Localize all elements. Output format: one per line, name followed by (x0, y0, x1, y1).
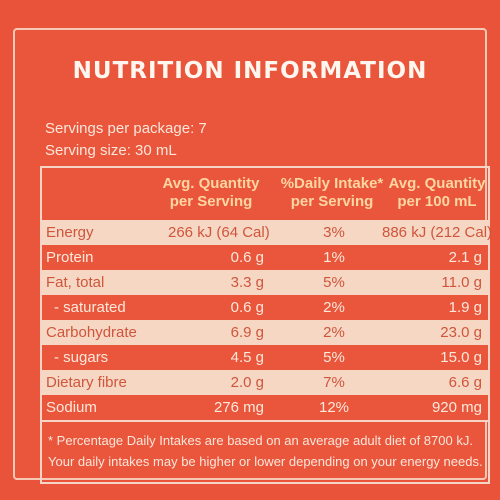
nutrition-table: Avg. Quantity per Serving %Daily Intake*… (40, 166, 493, 422)
per-100ml-value: 2.1 g (448, 249, 482, 266)
table-row: Carbohydrate 6.9 g 2% 23.0 g (42, 320, 488, 345)
nutrient-name: Sodium (46, 399, 97, 416)
per-100ml-value: 11.0 g (441, 274, 482, 291)
daily-intake-value: 1% (323, 249, 345, 266)
per-serving-value: 6.9 g (230, 324, 264, 341)
nutrient-name: - sugars (54, 349, 109, 366)
table-row: Energy 266 kJ (64 Cal) 3% 886 kJ (212 Ca… (42, 220, 493, 245)
daily-intake-value: 2% (323, 324, 345, 341)
per-serving-value: 3.3 g (230, 274, 264, 291)
table-row: Fat, total 3.3 g 5% 11.0 g (42, 270, 488, 295)
per-serving-value: 0.6 g (230, 299, 264, 316)
per-100ml-value: 6.6 g (448, 374, 482, 391)
per-100ml-value: 23.0 g (440, 324, 482, 341)
footnote-line: * Percentage Daily Intakes are based on … (48, 433, 473, 448)
per-100ml-value: 920 mg (431, 399, 482, 416)
nutrient-name: Carbohydrate (46, 324, 137, 341)
nutrient-name: Energy (46, 224, 94, 241)
header-daily-intake: %Daily Intake* per Serving (280, 175, 384, 210)
table-row: - saturated 0.6 g 2% 1.9 g (42, 295, 488, 320)
daily-intake-value: 2% (323, 299, 345, 316)
per-serving-value: 4.5 g (230, 349, 264, 366)
header-per-100ml: Avg. Quantity per 100 mL (388, 175, 486, 210)
table-row: Dietary fibre 2.0 g 7% 6.6 g (42, 370, 488, 395)
servings-per-package: Servings per package: 7 (45, 120, 207, 137)
table-row: Protein 0.6 g 1% 2.1 g (42, 245, 488, 270)
nutrient-name: Dietary fibre (46, 374, 127, 391)
table-header: Avg. Quantity per Serving %Daily Intake*… (42, 168, 488, 220)
daily-intake-value: 3% (323, 224, 345, 241)
header-per-serving: Avg. Quantity per Serving (162, 175, 260, 210)
per-100ml-value: 886 kJ (212 Cal) (382, 224, 493, 241)
per-serving-value: 266 kJ (64 Cal) (168, 224, 270, 241)
nutrition-label: NUTRITION INFORMATION Servings per packa… (13, 28, 493, 484)
daily-intake-value: 5% (323, 349, 345, 366)
per-100ml-value: 15.0 g (440, 349, 482, 366)
per-100ml-value: 1.9 g (448, 299, 482, 316)
label-title: NUTRITION INFORMATION (72, 58, 428, 84)
daily-intake-value: 12% (318, 399, 350, 416)
daily-intake-value: 5% (323, 274, 345, 291)
nutrient-name: Fat, total (46, 274, 105, 291)
per-serving-value: 2.0 g (230, 374, 264, 391)
nutrient-name: - saturated (54, 299, 126, 316)
per-serving-value: 276 mg (213, 399, 264, 416)
table-row: Sodium 276 mg 12% 920 mg (42, 395, 488, 420)
nutrient-name: Protein (46, 249, 94, 266)
footnote: * Percentage Daily Intakes are based on … (40, 420, 490, 484)
daily-intake-value: 7% (323, 374, 345, 391)
serving-size: Serving size: 30 mL (45, 142, 177, 159)
footnote-line: Your daily intakes may be higher or lowe… (48, 454, 483, 469)
per-serving-value: 0.6 g (230, 249, 264, 266)
table-row: - sugars 4.5 g 5% 15.0 g (42, 345, 488, 370)
